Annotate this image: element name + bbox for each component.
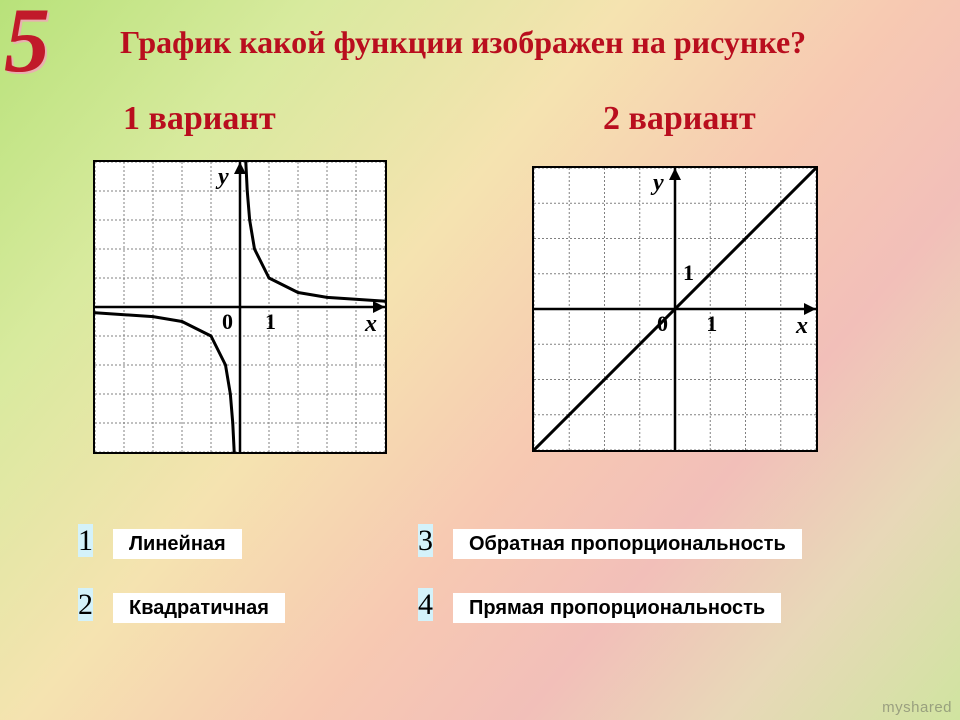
answers-block: 1 Линейная 3 Обратная пропорциональность… [78,520,898,648]
watermark: myshared [882,699,952,716]
question-text: График какой функции изображен на рисунк… [120,24,806,61]
variant-2-heading: 2 вариант [603,100,756,138]
graph-1: y x 0 1 [93,160,387,454]
answer-label-4: Прямая пропорциональность [453,593,781,623]
answer-label-3: Обратная пропорциональность [453,529,802,559]
graph-1-svg: y x 0 1 [95,162,385,452]
svg-text:0: 0 [657,311,668,336]
answer-label-1: Линейная [113,529,242,559]
answer-num-2[interactable]: 2 [78,588,93,621]
answer-label-2: Квадратичная [113,593,285,623]
answer-num-3[interactable]: 3 [418,524,433,557]
svg-text:y: y [650,170,664,196]
svg-text:1: 1 [706,311,717,336]
answer-num-4[interactable]: 4 [418,588,433,621]
svg-text:y: y [215,164,229,190]
variant-1-heading: 1 вариант [123,100,276,138]
graph-2: y x 0 1 1 [532,166,818,452]
svg-text:1: 1 [265,309,276,334]
slide-number: 5 [4,0,50,86]
svg-text:x: x [795,313,808,339]
svg-text:0: 0 [222,309,233,334]
svg-text:x: x [364,311,377,337]
answer-num-1[interactable]: 1 [78,524,93,557]
svg-text:1: 1 [683,260,694,285]
graph-2-svg: y x 0 1 1 [534,168,816,450]
answers-row-1: 1 Линейная 3 Обратная пропорциональность [78,520,898,562]
answers-row-2: 2 Квадратичная 4 Прямая пропорциональнос… [78,584,898,626]
